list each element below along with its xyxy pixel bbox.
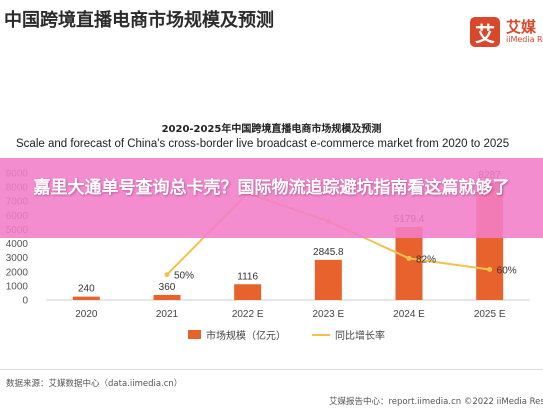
x-tick-label: 2020 (75, 309, 98, 320)
logo-subtitle: iiMedia Re... (506, 35, 543, 44)
overlay-banner-text[interactable]: 嘉里大通单号查询总卡壳？国际物流追踪避坑指南看这篇就够了 (33, 178, 510, 198)
bar-value-label: 360 (159, 282, 176, 293)
logo-name: 艾媒 (506, 18, 537, 36)
y-tick-label: 0 (22, 296, 28, 307)
chart-title: 2020-2025年中国跨境直播电商市场规模及预测 (161, 124, 382, 135)
bar-value-label: 2845.8 (313, 247, 344, 258)
iimedia-logo: 艾 (470, 17, 500, 47)
footer-source: 数据来源：艾媒数据中心（data.iimedia.cn） (6, 379, 183, 389)
growth-value-label: 82% (416, 254, 436, 265)
page-title: 中国跨境直播电商市场规模及预测 (4, 10, 274, 31)
bar (395, 226, 423, 300)
growth-point (164, 272, 170, 278)
bar (314, 259, 342, 300)
growth-point (406, 255, 412, 261)
overlay-banner (0, 158, 543, 238)
footer-report: 艾媒报告中心：report.iimedia.cn ©2022 iiMedia R… (329, 397, 543, 407)
bar (72, 296, 100, 300)
chart-legend: 市场规模（亿元） 同比增长率 (188, 327, 385, 342)
x-tick-label: 2023 E (312, 309, 344, 320)
growth-value-label: 60% (497, 266, 517, 277)
x-tick-label: 2022 E (232, 309, 264, 320)
legend-swatch-line (312, 333, 330, 336)
x-tick-label: 2025 E (474, 309, 506, 320)
y-tick-label: 2000 (6, 267, 29, 278)
growth-value-label: 50% (174, 271, 194, 282)
legend-swatch-bar (188, 330, 201, 339)
bar (234, 284, 262, 300)
bar-value-label: 1116 (237, 271, 258, 282)
bar (153, 294, 181, 300)
y-tick-label: 4000 (6, 239, 29, 250)
footer-divider (0, 369, 543, 370)
y-tick-label: 3000 (6, 253, 29, 264)
bar-value-label: 240 (78, 284, 95, 295)
x-tick-label: 2024 E (393, 309, 425, 320)
growth-point (487, 267, 493, 273)
legend-label-scale: 市场规模（亿元） (206, 331, 286, 342)
legend-label-growth: 同比增长率 (335, 331, 385, 342)
x-tick-label: 2021 (156, 309, 179, 320)
chart-subtitle: Scale and forecast of China's cross-bord… (16, 138, 510, 150)
y-tick-label: 1000 (6, 281, 29, 292)
